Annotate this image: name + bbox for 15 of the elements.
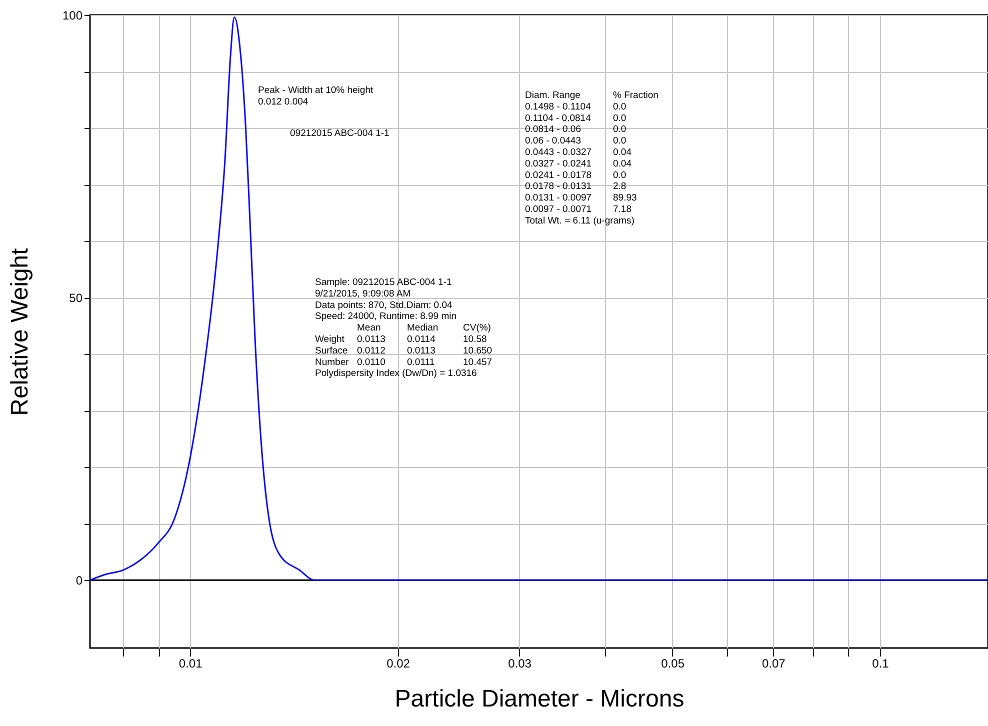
- x-tick-label: 0.1: [872, 656, 890, 670]
- annotation: 09212015 ABC-004 1-1: [290, 128, 390, 139]
- x-tick-label: 0.03: [508, 656, 532, 670]
- text: Sample: 09212015 ABC-004 1-1 9/21/2015, 9:09:08 AM Data points: 870, Std.Diam: 0.04 Speed: 24000, Runtime: 8.99 min Mean Median CV(%) Weight 0.0113 0.0114 10.58 Surface 0.0112 0.0113 10.650 Number 0.0110 0.0111 10.457 Polydispersity Index (Dw/Dn) = 1.0316: [315, 277, 492, 380]
- y-tick-label: 50: [69, 291, 83, 306]
- y-tick-label: 100: [62, 8, 83, 22]
- x-tick-label: 0.02: [386, 656, 410, 670]
- y-tick-label: 0: [76, 574, 83, 588]
- x-tick-label: 0.01: [178, 656, 203, 670]
- x-axis-title: Particle Diameter - Microns: [394, 686, 684, 712]
- x-tick-label: 0.07: [762, 656, 786, 670]
- annotation: Peak - Width at 10% height 0.012 0.004: [258, 85, 374, 108]
- text: Diam. Range % Fraction 0.1498 - 0.1104 0.0 0.1104 - 0.0814 0.0 0.0814 - 0.06 0.0 0.06 - 0.0443 0.0 0.0443 - 0.0327 0.04 0.0327 - 0.0241 0.04 0.0241 - 0.0178 0.0 0.0178 - 0.0131 2.8 0.0131 - 0.0097 89.93 0.0097 - 0.0071 7.18 Total Wt. = 6.11 (u-grams): [525, 90, 658, 226]
- y-axis-title: Relative Weight: [6, 248, 34, 416]
- x-tick-label: 0.05: [661, 656, 685, 670]
